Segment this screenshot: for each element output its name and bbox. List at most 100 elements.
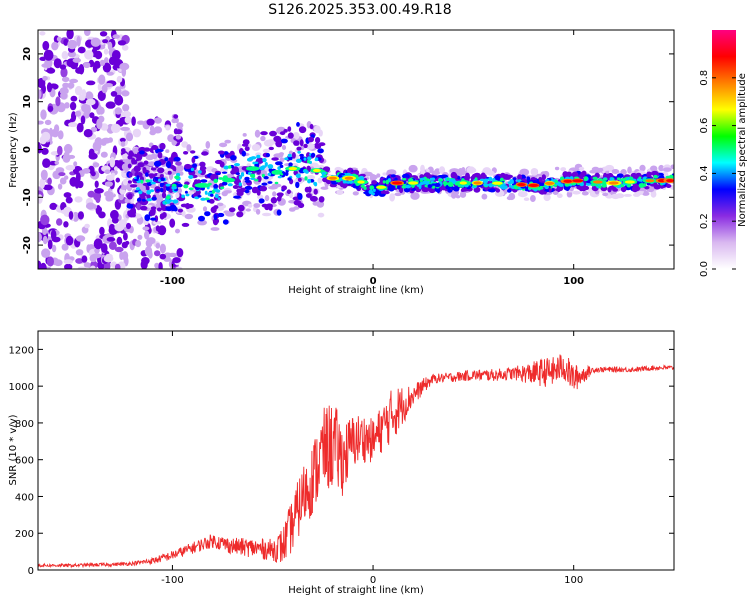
spectrogram-cell (42, 75, 48, 81)
spectrogram-cell (97, 83, 102, 91)
spectrogram-cell (188, 187, 194, 191)
spectrogram-cell (50, 229, 57, 241)
spectrogram-cell (276, 209, 282, 216)
spectrogram-cell (65, 164, 76, 171)
spectrogram-cell (391, 181, 403, 185)
spectrogram-cell (90, 265, 96, 269)
spectrogram-cell (94, 180, 99, 188)
spectrogram-cell (197, 195, 202, 198)
spectrogram-cell (297, 202, 305, 209)
spectrogram-cell (314, 144, 322, 149)
spectrogram-cell (516, 179, 522, 182)
spectrogram-cell (67, 82, 75, 89)
spectrogram-cell (288, 167, 297, 171)
spectrogram-cell (645, 179, 655, 183)
spectrogram-cell (442, 181, 448, 185)
spectrogram-cell (200, 197, 206, 201)
spectrogram-cell (38, 232, 42, 243)
spectrogram-y-tick-label: 10 (22, 95, 33, 109)
spectrogram-cell (74, 196, 83, 203)
spectrogram-cell (314, 157, 319, 161)
spectrogram-cell (137, 162, 145, 168)
spectrogram-cell (183, 151, 189, 155)
spectrogram-cell (41, 248, 51, 258)
spectrogram-cell (223, 190, 232, 194)
spectrogram-cell (459, 191, 467, 198)
spectrogram-cell (43, 49, 54, 61)
figure-title: S126.2025.353.00.49.R18 (268, 2, 452, 18)
spectrogram-cell (360, 184, 365, 188)
spectrogram-cell (289, 207, 296, 212)
spectrogram-cell (665, 175, 670, 179)
spectrogram-cell (242, 178, 247, 187)
spectrogram-cell (297, 177, 302, 182)
spectrogram-cell (218, 177, 224, 180)
spectrogram-cell (481, 193, 488, 200)
spectrogram-cell (75, 67, 84, 74)
spectrogram-cell (602, 192, 609, 197)
spectrogram-cell (528, 183, 539, 187)
spectrogram-cell (363, 186, 367, 190)
spectrogram-cell (85, 104, 91, 115)
spectrogram-cell (271, 157, 279, 161)
spectrogram-cell (420, 177, 426, 181)
spectrogram-cell (506, 196, 513, 201)
spectrogram-cell (235, 172, 240, 176)
snr-y-ticks: 0 200 400 600 800 1000 1200 (9, 345, 674, 577)
spectrogram-cell (61, 243, 69, 251)
spectrogram-cell (142, 226, 150, 231)
spectrogram-y-label: Frequency (Hz) (8, 112, 19, 188)
snr-y-label: SNR (10 * v/v) (8, 414, 19, 485)
spectrogram-cell (94, 188, 104, 194)
spectrogram-cell (153, 160, 162, 167)
spectrogram-cell (242, 133, 247, 137)
spectrogram-cell (51, 244, 57, 253)
snr-panel: -100 0 100 0 200 400 600 800 1000 1200 Height of… (8, 330, 675, 596)
spectrogram-cell (63, 38, 69, 46)
spectrogram-cell (63, 175, 69, 180)
spectrogram-cell (517, 183, 526, 187)
spectrogram-cell (233, 195, 242, 199)
spectrogram-cell (181, 194, 186, 199)
colorbar-label: Normalized spectral amplitude (737, 73, 748, 227)
spectrogram-x-tick-label: 0 (370, 276, 377, 287)
spectrogram-cell (192, 163, 198, 168)
spectrogram-cell (151, 145, 159, 150)
spectrogram-cell (153, 126, 163, 134)
spectrogram-cell (121, 153, 129, 160)
spectrogram-cell (541, 174, 546, 181)
spectrogram-cell (156, 207, 162, 212)
spectrogram-cell (280, 138, 288, 144)
spectrogram-cell (305, 143, 315, 150)
spectrogram-cell (488, 183, 494, 188)
spectrogram-cell (44, 119, 52, 126)
snr-frame (37, 330, 675, 571)
spectrogram-cell (489, 188, 496, 193)
spectrogram-cell (157, 151, 163, 159)
spectrogram-cell (145, 179, 150, 183)
spectrogram-cell (116, 75, 123, 83)
spectrogram-cell (72, 57, 82, 63)
spectrogram-cell (268, 146, 274, 151)
spectrogram-cell (279, 164, 284, 168)
spectrogram-cell (530, 195, 536, 202)
spectrogram-cell (492, 181, 503, 185)
spectrogram-cell (106, 237, 116, 242)
spectrogram-cell (666, 179, 674, 183)
spectrogram-cell (148, 173, 155, 178)
spectrogram-cell (70, 95, 78, 102)
spectrogram-cell (75, 235, 86, 242)
spectrogram-cell (241, 150, 246, 157)
spectrogram-cell (77, 266, 87, 269)
spectrogram-cell (143, 160, 149, 165)
spectrogram-cell (558, 183, 564, 188)
spectrogram-cell (114, 107, 122, 115)
spectrogram-cell (68, 211, 74, 220)
spectrogram-cell (540, 171, 548, 176)
spectrogram-cell (250, 177, 256, 180)
spectrogram-cell (298, 126, 307, 134)
spectrogram-cell (304, 176, 308, 181)
spectrogram-cell (426, 178, 430, 182)
spectrogram-cell (38, 120, 44, 125)
spectrogram-cell (38, 89, 42, 99)
